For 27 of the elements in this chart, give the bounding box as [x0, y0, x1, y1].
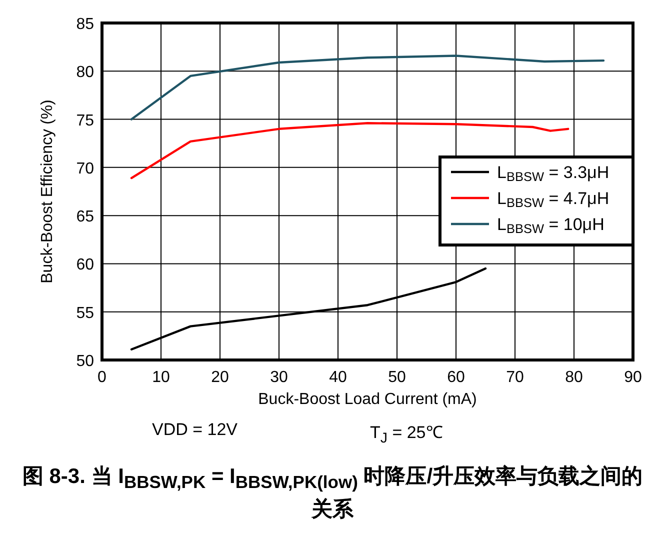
x-tick-label: 80 [565, 369, 583, 386]
x-tick-label: 10 [152, 369, 170, 386]
legend-label: L$_{BBSW}$ = 10μH [497, 215, 604, 236]
x-axis-title: Buck-Boost Load Current (mA) [258, 391, 477, 408]
y-tick-label: 75 [76, 112, 94, 130]
y-tick-label: 80 [76, 64, 94, 82]
x-tick-label: 30 [270, 369, 288, 386]
y-tick-label: 65 [76, 208, 94, 226]
text: T$_{J}$ = 25℃ [370, 422, 443, 446]
y-axis-title: Buck-Boost Efficiency (%) [39, 100, 56, 284]
y-tick-label: 85 [76, 16, 94, 33]
text: VDD = 12V [152, 420, 238, 440]
line-series [130, 54, 605, 120]
x-tick-label: 40 [329, 369, 347, 386]
y-tick-label: 50 [76, 353, 94, 370]
x-tick-label: 50 [388, 369, 406, 386]
text: 图 8-3. 当 I$_{BBSW,PK}$ = I$_{BBSW,PK(low)}$ 时降压/升压效率与负载之间的关系 [21, 464, 644, 524]
y-tick-label: 70 [76, 160, 94, 178]
x-tick-label: 90 [624, 369, 642, 386]
x-tick-label: 60 [447, 369, 465, 386]
x-tick-label: 70 [506, 369, 524, 386]
y-tick-label: 55 [76, 304, 94, 322]
y-tick-label: 60 [76, 256, 94, 274]
legend-label: L$_{BBSW}$ = 3.3μH [497, 163, 610, 184]
legend-label: L$_{BBSW}$ = 4.7μH [497, 189, 610, 210]
x-tick-label: 0 [98, 369, 107, 386]
x-tick-label: 20 [211, 369, 229, 386]
